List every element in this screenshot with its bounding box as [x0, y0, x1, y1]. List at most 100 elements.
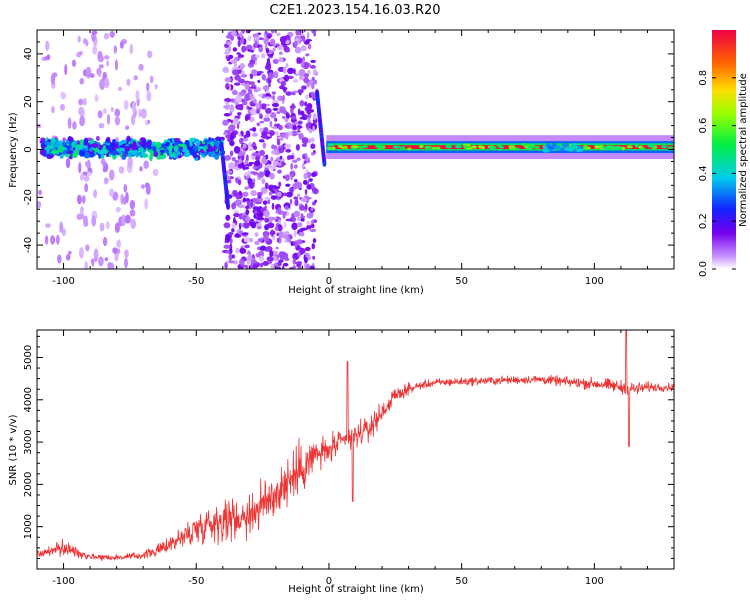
spectrogram-cell — [295, 30, 301, 36]
spectrogram-cell — [304, 101, 308, 107]
spectrogram-cell — [626, 145, 633, 149]
spectrogram-cell — [244, 206, 250, 209]
spectrogram-cell — [561, 143, 570, 147]
spectrogram-cell — [264, 64, 272, 71]
spectrogram-cell — [508, 145, 516, 149]
spectrogram-cell — [270, 30, 275, 34]
spectrogram-cell — [279, 106, 286, 114]
spectrogram-cell — [274, 225, 279, 232]
spectrogram-cell — [66, 150, 74, 155]
spectrogram-xlabel: Height of straight line (km) — [288, 285, 424, 296]
spectrogram-cell — [149, 75, 154, 84]
spectrogram-cell — [130, 218, 137, 229]
spectrogram-cell — [276, 111, 281, 115]
spectrogram-cell — [234, 75, 241, 81]
spectrogram-cell — [252, 132, 258, 137]
spectrogram-cell — [223, 222, 231, 229]
spectrogram-cell — [248, 161, 254, 165]
spectrogram-cell — [79, 139, 84, 145]
spectrogram-cell — [277, 66, 285, 73]
spectrogram-cell — [291, 103, 295, 110]
spectrogram-cell — [84, 183, 89, 193]
snr-series-line — [37, 330, 674, 561]
spectrogram-cell — [610, 145, 615, 149]
spectrogram-cell — [222, 66, 230, 74]
spectrogram-cell — [74, 144, 82, 149]
spectrogram-cell — [293, 196, 299, 200]
spectrogram-cell — [251, 46, 256, 51]
spectrogram-cell — [285, 63, 289, 68]
spectrogram-cell — [575, 148, 584, 153]
spectrogram-cell — [269, 38, 276, 46]
spectrogram-cell — [293, 78, 299, 83]
snr-ytick-label: 4000 — [23, 387, 34, 412]
spectrogram-cell — [93, 189, 98, 199]
spectrogram-cell — [290, 173, 293, 181]
spectrogram-cell — [224, 154, 232, 161]
spectrogram-cell — [98, 145, 103, 151]
spectrogram-cell — [249, 86, 256, 89]
spectrogram-cell — [46, 154, 54, 160]
spectrogram-cell — [284, 143, 292, 149]
spectrogram-cell — [247, 49, 251, 52]
spectrogram-cell — [293, 40, 299, 46]
spectrogram-cell — [257, 194, 262, 199]
spectrogram-cell — [255, 223, 262, 227]
spectrogram-cell — [614, 146, 623, 150]
spectrogram-cell — [242, 143, 247, 149]
spectrogram-cell — [283, 87, 287, 93]
spectrogram-cell — [228, 44, 231, 53]
spectrogram-cell — [61, 228, 66, 237]
spectrogram-cell — [231, 222, 236, 229]
spectrogram-cell — [480, 145, 486, 149]
spectrogram-cell — [247, 89, 253, 95]
spectrogram-cell — [272, 58, 279, 65]
spectrogram-cell — [229, 150, 234, 157]
spectrogram-cell — [300, 45, 307, 52]
spectrogram-cell — [297, 88, 304, 94]
spectrogram-cell — [560, 147, 565, 152]
spectrogram-cell — [123, 145, 131, 152]
spectrogram-cell — [114, 108, 121, 117]
spectrogram-cell — [79, 246, 84, 259]
spectrogram-cell — [79, 51, 83, 56]
spectrogram-cell — [306, 224, 312, 230]
spectrogram-cell — [91, 258, 95, 267]
spectrogram-cell — [232, 69, 239, 76]
snr-xtick-label: 50 — [455, 576, 468, 587]
spectrogram-cell — [71, 141, 76, 148]
spectrogram-cell — [224, 51, 230, 55]
spectrogram-cell — [284, 205, 289, 210]
spectrogram-cell — [445, 144, 452, 148]
spectrogram-cell — [97, 110, 103, 119]
colorbar-tick-label: 0.4 — [698, 165, 709, 181]
spectrogram-cell — [292, 159, 298, 163]
spectrogram-cell — [112, 247, 118, 254]
spectrogram-cell — [173, 145, 179, 152]
spectrogram-cell — [293, 179, 298, 183]
spectrogram-cell — [140, 108, 147, 119]
spectrogram-cell — [225, 251, 231, 254]
snr-xtick-label: 0 — [326, 576, 332, 587]
spectrogram-cell — [296, 193, 301, 198]
spectrogram-cell — [236, 123, 240, 130]
spectrogram-cell — [311, 30, 317, 34]
spectrogram-cell — [294, 73, 299, 76]
spectrogram-cell — [64, 63, 68, 76]
spectrogram-cell — [123, 183, 128, 193]
spectrogram-cell — [276, 232, 280, 237]
spectrogram-cell — [129, 209, 136, 217]
spectrogram-cell — [50, 235, 56, 245]
spectrogram-cell — [245, 163, 253, 167]
spectrogram-cell — [252, 126, 257, 132]
spectrogram-cell — [298, 205, 306, 211]
snr-data — [37, 330, 674, 561]
snr-panel: -100 -50 0 50 100 1000 2000 3000 4000 5000 Height… — [8, 329, 675, 595]
spectrogram-cell — [228, 232, 234, 236]
spectrogram-cell — [239, 62, 246, 69]
spectrogram-cell — [246, 259, 251, 266]
spectrogram-cell — [252, 152, 258, 157]
spectrogram-ticks: -100 -50 0 50 100 -40 -20 0 20 40 — [23, 29, 675, 287]
spectrogram-cell — [147, 50, 153, 59]
spectrogram-cell — [283, 221, 287, 229]
